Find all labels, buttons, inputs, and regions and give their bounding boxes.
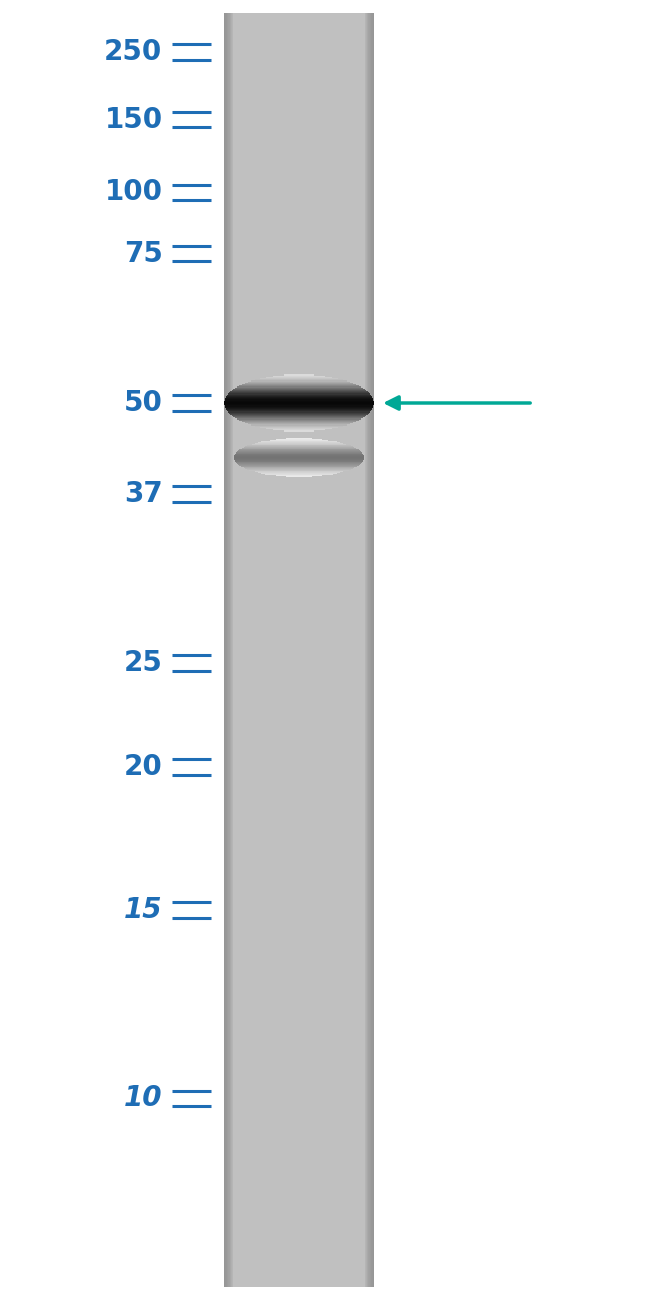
Bar xyxy=(369,13,374,1287)
Bar xyxy=(224,13,228,1287)
Text: 100: 100 xyxy=(105,178,162,207)
Bar xyxy=(224,13,229,1287)
Bar xyxy=(224,13,227,1287)
Bar xyxy=(224,13,228,1287)
Bar xyxy=(370,13,374,1287)
Bar xyxy=(224,13,232,1287)
Bar xyxy=(224,13,227,1287)
Bar xyxy=(372,13,374,1287)
Bar xyxy=(365,13,374,1287)
Text: 150: 150 xyxy=(105,105,162,134)
Bar xyxy=(224,13,233,1287)
Bar xyxy=(370,13,374,1287)
Bar xyxy=(224,13,226,1287)
Bar xyxy=(224,13,233,1287)
Bar xyxy=(370,13,374,1287)
Text: 37: 37 xyxy=(124,480,162,508)
Bar xyxy=(367,13,374,1287)
Bar xyxy=(368,13,374,1287)
Text: 50: 50 xyxy=(124,389,162,417)
Text: 75: 75 xyxy=(124,239,162,268)
Bar xyxy=(224,13,226,1287)
Bar xyxy=(369,13,374,1287)
Bar xyxy=(224,13,229,1287)
Bar xyxy=(224,13,230,1287)
Text: 250: 250 xyxy=(104,38,162,66)
Bar xyxy=(371,13,374,1287)
Text: 15: 15 xyxy=(124,896,162,924)
Text: 10: 10 xyxy=(124,1084,162,1113)
Bar xyxy=(224,13,231,1287)
Text: 20: 20 xyxy=(124,753,162,781)
Text: 25: 25 xyxy=(124,649,162,677)
Bar xyxy=(224,13,231,1287)
Bar xyxy=(367,13,374,1287)
Bar xyxy=(365,13,374,1287)
Bar xyxy=(224,13,374,1287)
Bar xyxy=(372,13,374,1287)
Bar xyxy=(366,13,374,1287)
